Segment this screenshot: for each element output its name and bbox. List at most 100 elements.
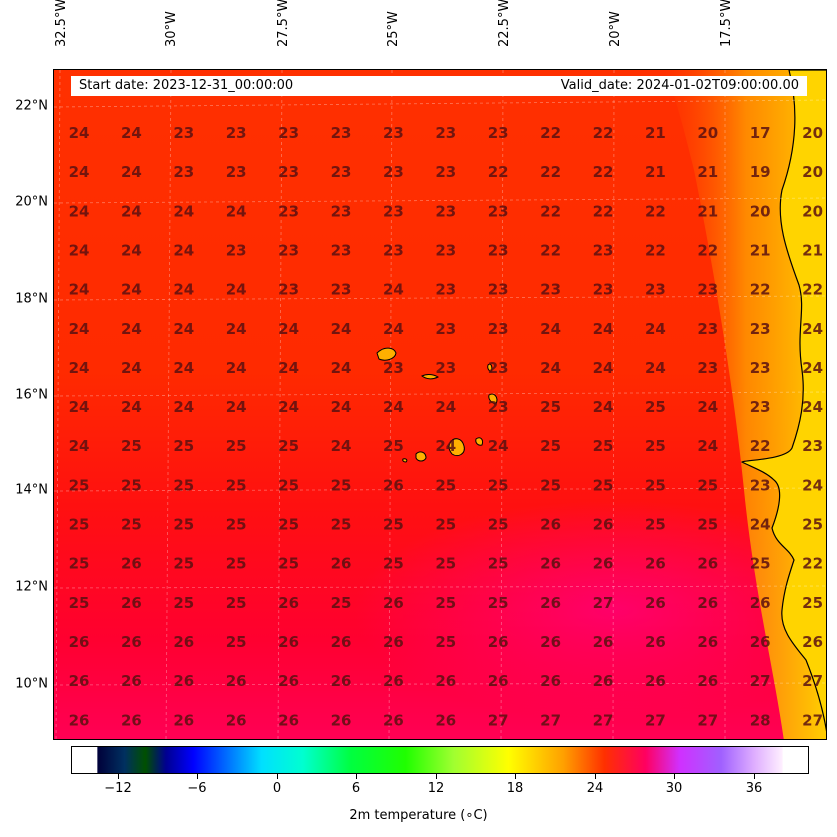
grid-value: 26 <box>278 711 299 729</box>
grid-value: 25 <box>435 476 456 494</box>
grid-value: 23 <box>697 281 718 299</box>
grid-value: 24 <box>278 320 299 338</box>
grid-value: 25 <box>488 594 509 612</box>
grid-value: 26 <box>593 516 614 534</box>
island-brava <box>402 458 408 463</box>
grid-value: 23 <box>278 241 299 259</box>
grid-value: 26 <box>697 555 718 573</box>
grid-value: 21 <box>750 241 771 259</box>
grid-value: 23 <box>488 320 509 338</box>
grid-value: 20 <box>802 124 823 142</box>
lon-label-22-5w: 22.5°W <box>497 0 512 47</box>
grid-value: 25 <box>435 594 456 612</box>
grid-value: 20 <box>802 163 823 181</box>
grid-value: 26 <box>121 633 142 651</box>
grid-value: 25 <box>173 594 194 612</box>
grid-value: 24 <box>173 281 194 299</box>
grid-value: 21 <box>645 124 666 142</box>
island-santo-antao <box>376 347 397 361</box>
grid-value: 24 <box>173 359 194 377</box>
grid-value: 21 <box>645 163 666 181</box>
grid-value: 20 <box>697 124 718 142</box>
grid-value: 26 <box>383 476 404 494</box>
colorbar-tick-label: 30 <box>665 781 683 796</box>
grid-value: 23 <box>488 281 509 299</box>
grid-value: 23 <box>278 202 299 220</box>
grid-value: 24 <box>121 359 142 377</box>
grid-value: 23 <box>331 202 352 220</box>
grid-value: 22 <box>645 241 666 259</box>
grid-value: 23 <box>173 124 194 142</box>
grid-value: 26 <box>278 594 299 612</box>
grid-value: 24 <box>383 281 404 299</box>
grid-value: 24 <box>331 437 352 455</box>
colorbar-tick-label: 6 <box>351 781 361 796</box>
grid-value: 23 <box>383 163 404 181</box>
grid-value: 26 <box>278 672 299 690</box>
grid-value: 24 <box>69 281 90 299</box>
lat-label-10n: 10°N <box>15 676 48 692</box>
grid-value: 25 <box>435 555 456 573</box>
grid-value: 22 <box>593 124 614 142</box>
grid-value: 25 <box>488 516 509 534</box>
grid-value: 23 <box>383 241 404 259</box>
grid-value: 26 <box>69 711 90 729</box>
grid-value: 25 <box>645 476 666 494</box>
grid-value: 22 <box>540 241 561 259</box>
grid-value: 26 <box>173 672 194 690</box>
grid-value: 23 <box>331 124 352 142</box>
grid-value: 17 <box>750 124 771 142</box>
grid-value: 26 <box>488 633 509 651</box>
grid-value: 25 <box>226 516 247 534</box>
island-sao-vicente <box>421 373 439 380</box>
grid-value: 24 <box>226 281 247 299</box>
grid-value: 24 <box>173 398 194 416</box>
grid-value: 26 <box>645 672 666 690</box>
grid-value: 27 <box>697 711 718 729</box>
grid-value: 25 <box>121 437 142 455</box>
grid-value: 25 <box>278 437 299 455</box>
grid-value: 22 <box>540 124 561 142</box>
grid-value: 26 <box>802 633 823 651</box>
grid-value: 25 <box>226 437 247 455</box>
grid-value: 25 <box>331 594 352 612</box>
grid-value: 26 <box>383 672 404 690</box>
grid-value: 23 <box>278 124 299 142</box>
grid-value: 24 <box>69 241 90 259</box>
grid-value: 26 <box>697 633 718 651</box>
island-sal <box>488 393 498 405</box>
colorbar <box>71 746 809 774</box>
lat-label-16n: 16°N <box>15 387 48 403</box>
grid-lines <box>54 70 826 739</box>
grid-value: 23 <box>331 281 352 299</box>
grid-value: 24 <box>331 320 352 338</box>
grid-value: 24 <box>69 359 90 377</box>
grid-value: 22 <box>540 163 561 181</box>
colorbar-tick <box>754 774 755 779</box>
grid-value: 23 <box>435 163 456 181</box>
grid-value: 25 <box>278 516 299 534</box>
grid-value: 25 <box>173 437 194 455</box>
map-canvas: 24 24 23 23 23 23 23 23 23 22 22 21 20 17 20 24 24 23 23 23… <box>54 70 826 739</box>
grid-value: 23 <box>435 241 456 259</box>
grid-value: 25 <box>121 476 142 494</box>
grid-value: 23 <box>383 359 404 377</box>
lon-label-17-5w: 17.5°W <box>719 0 734 47</box>
grid-value: 25 <box>69 476 90 494</box>
grid-value: 23 <box>435 202 456 220</box>
grid-value: 25 <box>226 633 247 651</box>
grid-value: 27 <box>593 711 614 729</box>
grid-value: 24 <box>331 359 352 377</box>
lat-label-12n: 12°N <box>15 579 48 595</box>
grid-value: 26 <box>593 672 614 690</box>
grid-value: 26 <box>226 711 247 729</box>
grid-value: 23 <box>802 437 823 455</box>
grid-value: 24 <box>121 398 142 416</box>
grid-value: 25 <box>802 594 823 612</box>
colorbar-tick <box>118 774 119 779</box>
grid-value: 24 <box>697 398 718 416</box>
lon-label-30w: 30°W <box>164 11 179 47</box>
lon-label-32-5w: 32.5°W <box>54 0 69 47</box>
grid-value: 25 <box>645 398 666 416</box>
grid-value: 25 <box>540 398 561 416</box>
